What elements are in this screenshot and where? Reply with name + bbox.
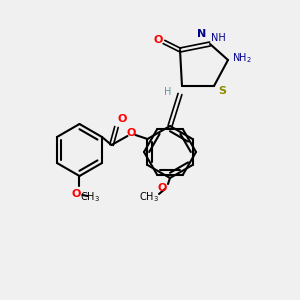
Text: O: O xyxy=(72,189,81,199)
Text: H: H xyxy=(164,87,172,97)
Text: S: S xyxy=(218,86,226,96)
Text: CH$_3$: CH$_3$ xyxy=(80,190,100,204)
Text: NH$_2$: NH$_2$ xyxy=(232,51,252,65)
Text: O: O xyxy=(118,114,127,124)
Text: NH: NH xyxy=(211,33,225,43)
Text: O: O xyxy=(127,128,136,138)
Text: O: O xyxy=(153,35,163,45)
Text: CH$_3$: CH$_3$ xyxy=(139,190,159,204)
Text: N: N xyxy=(197,29,207,39)
Text: O: O xyxy=(157,183,167,193)
